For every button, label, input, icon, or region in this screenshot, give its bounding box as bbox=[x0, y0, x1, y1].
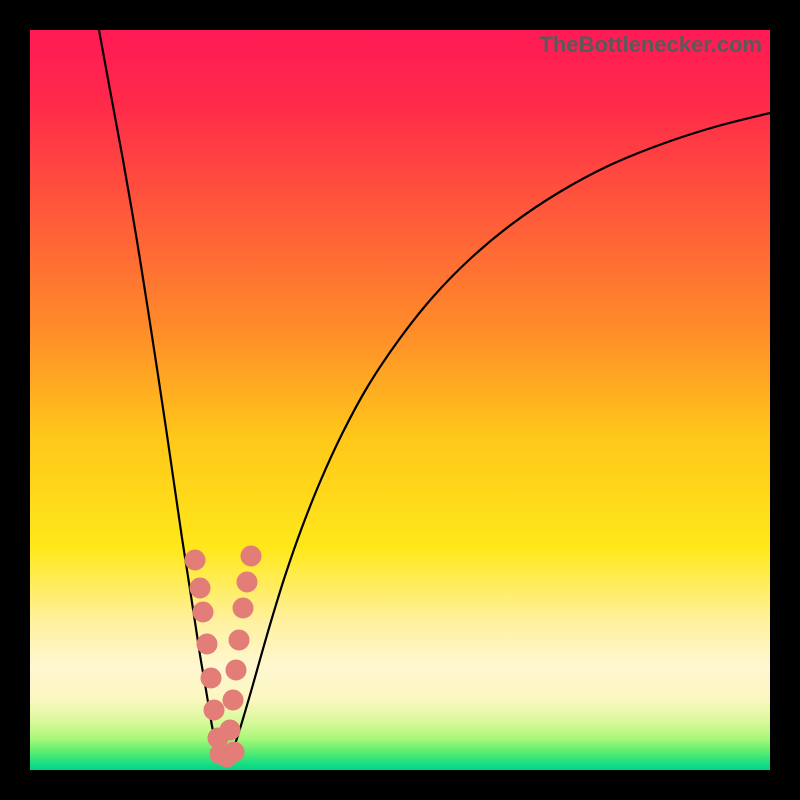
watermark-text: TheBottlenecker.com bbox=[539, 32, 762, 58]
data-marker bbox=[224, 742, 244, 762]
data-marker bbox=[201, 668, 221, 688]
data-marker bbox=[190, 578, 210, 598]
figure-root: TheBottlenecker.com bbox=[0, 0, 800, 800]
data-marker bbox=[233, 598, 253, 618]
data-marker bbox=[220, 720, 240, 740]
marker-group bbox=[185, 546, 261, 767]
data-marker bbox=[241, 546, 261, 566]
data-marker bbox=[237, 572, 257, 592]
curve-right bbox=[224, 113, 770, 765]
data-marker bbox=[193, 602, 213, 622]
plot-area: TheBottlenecker.com bbox=[30, 30, 770, 770]
data-marker bbox=[229, 630, 249, 650]
data-marker bbox=[223, 690, 243, 710]
data-marker bbox=[204, 700, 224, 720]
data-marker bbox=[185, 550, 205, 570]
data-marker bbox=[197, 634, 217, 654]
curve-left bbox=[99, 30, 224, 765]
data-marker bbox=[226, 660, 246, 680]
chart-svg bbox=[30, 30, 770, 770]
